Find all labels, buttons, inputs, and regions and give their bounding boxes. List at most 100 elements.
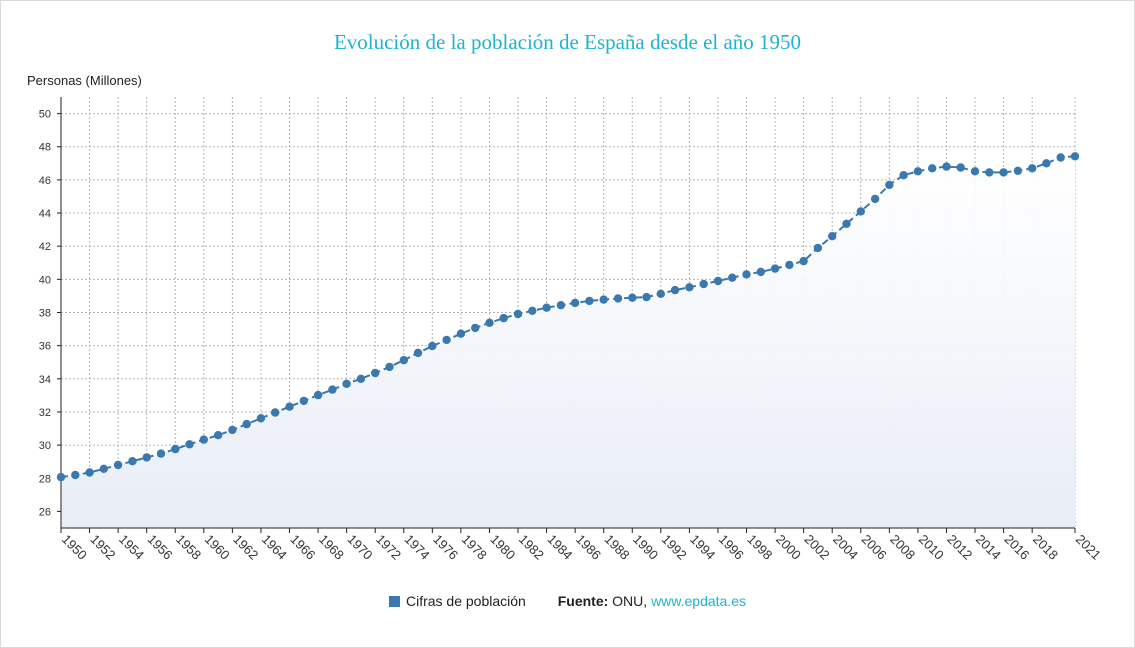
data-point-2005[interactable] — [842, 219, 851, 228]
x-tick-labels: 1950195219541956195819601962196419661968… — [59, 532, 1104, 563]
data-point-2012[interactable] — [942, 162, 951, 171]
data-point-2006[interactable] — [856, 207, 865, 216]
data-point-1982[interactable] — [513, 309, 523, 319]
data-point-1996[interactable] — [713, 276, 723, 286]
x-tick-label: 1970 — [345, 532, 376, 563]
data-point-2004[interactable] — [828, 232, 837, 241]
x-tick-label: 1996 — [716, 532, 747, 563]
data-point-2020[interactable] — [1056, 153, 1065, 162]
x-tick-label: 1988 — [602, 532, 633, 563]
x-tick-label: 2010 — [916, 532, 947, 563]
data-point-1972[interactable] — [371, 368, 380, 378]
data-point-1971[interactable] — [356, 374, 366, 383]
data-point-1979[interactable] — [471, 323, 480, 333]
data-point-1998[interactable] — [742, 270, 751, 279]
data-point-1966[interactable] — [285, 402, 294, 411]
y-tick-labels: 26 28 30 32 34 36 38 40 42 44 46 48 50 — [39, 109, 51, 519]
y-tick-label: 26 — [39, 506, 51, 518]
source-label: Fuente: — [557, 593, 609, 609]
data-point-2011[interactable] — [928, 164, 937, 173]
x-tick-label: 1958 — [173, 532, 204, 563]
data-point-2009[interactable] — [899, 171, 908, 180]
data-point-1993[interactable] — [670, 285, 680, 295]
data-point-2013[interactable] — [956, 163, 965, 172]
data-point-1950[interactable] — [56, 472, 66, 482]
data-point-1981[interactable] — [499, 313, 508, 323]
data-point-1997[interactable] — [728, 273, 737, 282]
data-point-1987[interactable] — [585, 296, 594, 306]
data-point-1953[interactable] — [99, 464, 109, 473]
source-note: Fuente: ONU, www.epdata.es — [558, 593, 746, 609]
data-point-2002[interactable] — [799, 256, 808, 266]
data-point-1958[interactable] — [171, 444, 180, 454]
data-point-1985[interactable] — [556, 301, 566, 310]
data-point-1973[interactable] — [385, 362, 394, 372]
axes — [57, 97, 1076, 533]
data-point-2000[interactable] — [770, 264, 780, 273]
x-tick-label: 2018 — [1030, 532, 1061, 563]
data-point-2021[interactable] — [1070, 152, 1080, 161]
data-point-1977[interactable] — [442, 335, 451, 345]
data-point-1989[interactable] — [613, 294, 623, 303]
data-point-2018[interactable] — [1028, 164, 1037, 173]
data-point-1978[interactable] — [456, 329, 466, 338]
data-point-1995[interactable] — [699, 279, 708, 289]
data-point-1999[interactable] — [756, 267, 765, 277]
y-tick-label: 34 — [39, 374, 51, 386]
data-point-1955[interactable] — [128, 457, 137, 466]
x-tick-label: 1998 — [744, 532, 775, 563]
data-point-1957[interactable] — [156, 449, 166, 458]
data-point-1959[interactable] — [185, 440, 194, 449]
x-tick-label: 1974 — [402, 532, 433, 563]
x-tick-label: 1956 — [145, 532, 176, 563]
data-point-2001[interactable] — [785, 260, 794, 270]
data-point-1992[interactable] — [656, 289, 665, 298]
data-point-1980[interactable] — [485, 318, 494, 327]
data-point-2008[interactable] — [885, 180, 894, 190]
data-point-2007[interactable] — [870, 194, 880, 204]
legend-swatch — [388, 596, 400, 607]
data-point-1952[interactable] — [85, 468, 94, 477]
x-tick-label: 2016 — [1001, 532, 1032, 563]
source-link[interactable]: www.epdata.es — [651, 593, 747, 609]
data-point-1976[interactable] — [428, 341, 437, 351]
data-point-1965[interactable] — [271, 408, 280, 417]
data-point-2003[interactable] — [813, 243, 823, 253]
data-point-2014[interactable] — [970, 167, 980, 176]
data-point-1990[interactable] — [628, 293, 637, 302]
data-point-1991[interactable] — [642, 292, 651, 302]
data-point-2010[interactable] — [913, 167, 923, 176]
x-tick-label: 1968 — [316, 532, 347, 563]
data-point-1983[interactable] — [528, 306, 537, 315]
data-point-1969[interactable] — [328, 385, 337, 394]
y-tick-label: 44 — [39, 208, 51, 220]
series-points — [56, 152, 1080, 482]
x-tick-label: 2000 — [773, 532, 804, 563]
data-point-1951[interactable] — [71, 470, 80, 480]
data-point-1961[interactable] — [213, 431, 223, 440]
data-point-1984[interactable] — [542, 303, 551, 312]
data-point-2016[interactable] — [999, 168, 1008, 177]
y-tick-label: 40 — [39, 274, 51, 286]
data-point-2015[interactable] — [985, 168, 994, 177]
y-tick-label: 28 — [39, 473, 51, 485]
data-point-1994[interactable] — [685, 283, 694, 292]
x-tick-label: 1992 — [659, 532, 690, 563]
data-point-1970[interactable] — [342, 379, 351, 388]
data-point-1974[interactable] — [399, 356, 408, 365]
data-point-1975[interactable] — [413, 348, 423, 358]
data-point-1963[interactable] — [242, 419, 251, 429]
data-point-2019[interactable] — [1042, 159, 1051, 168]
data-point-1962[interactable] — [228, 425, 237, 435]
data-point-1968[interactable] — [313, 390, 323, 400]
data-point-1988[interactable] — [599, 295, 608, 304]
data-point-2017[interactable] — [1013, 166, 1023, 175]
data-point-1986[interactable] — [570, 298, 580, 308]
y-axis-label: Personas (Millones) — [27, 73, 142, 88]
data-point-1956[interactable] — [142, 453, 151, 462]
data-point-1967[interactable] — [299, 396, 308, 406]
data-point-1964[interactable] — [256, 414, 266, 423]
data-point-1960[interactable] — [199, 435, 208, 444]
data-point-1954[interactable] — [113, 460, 123, 470]
